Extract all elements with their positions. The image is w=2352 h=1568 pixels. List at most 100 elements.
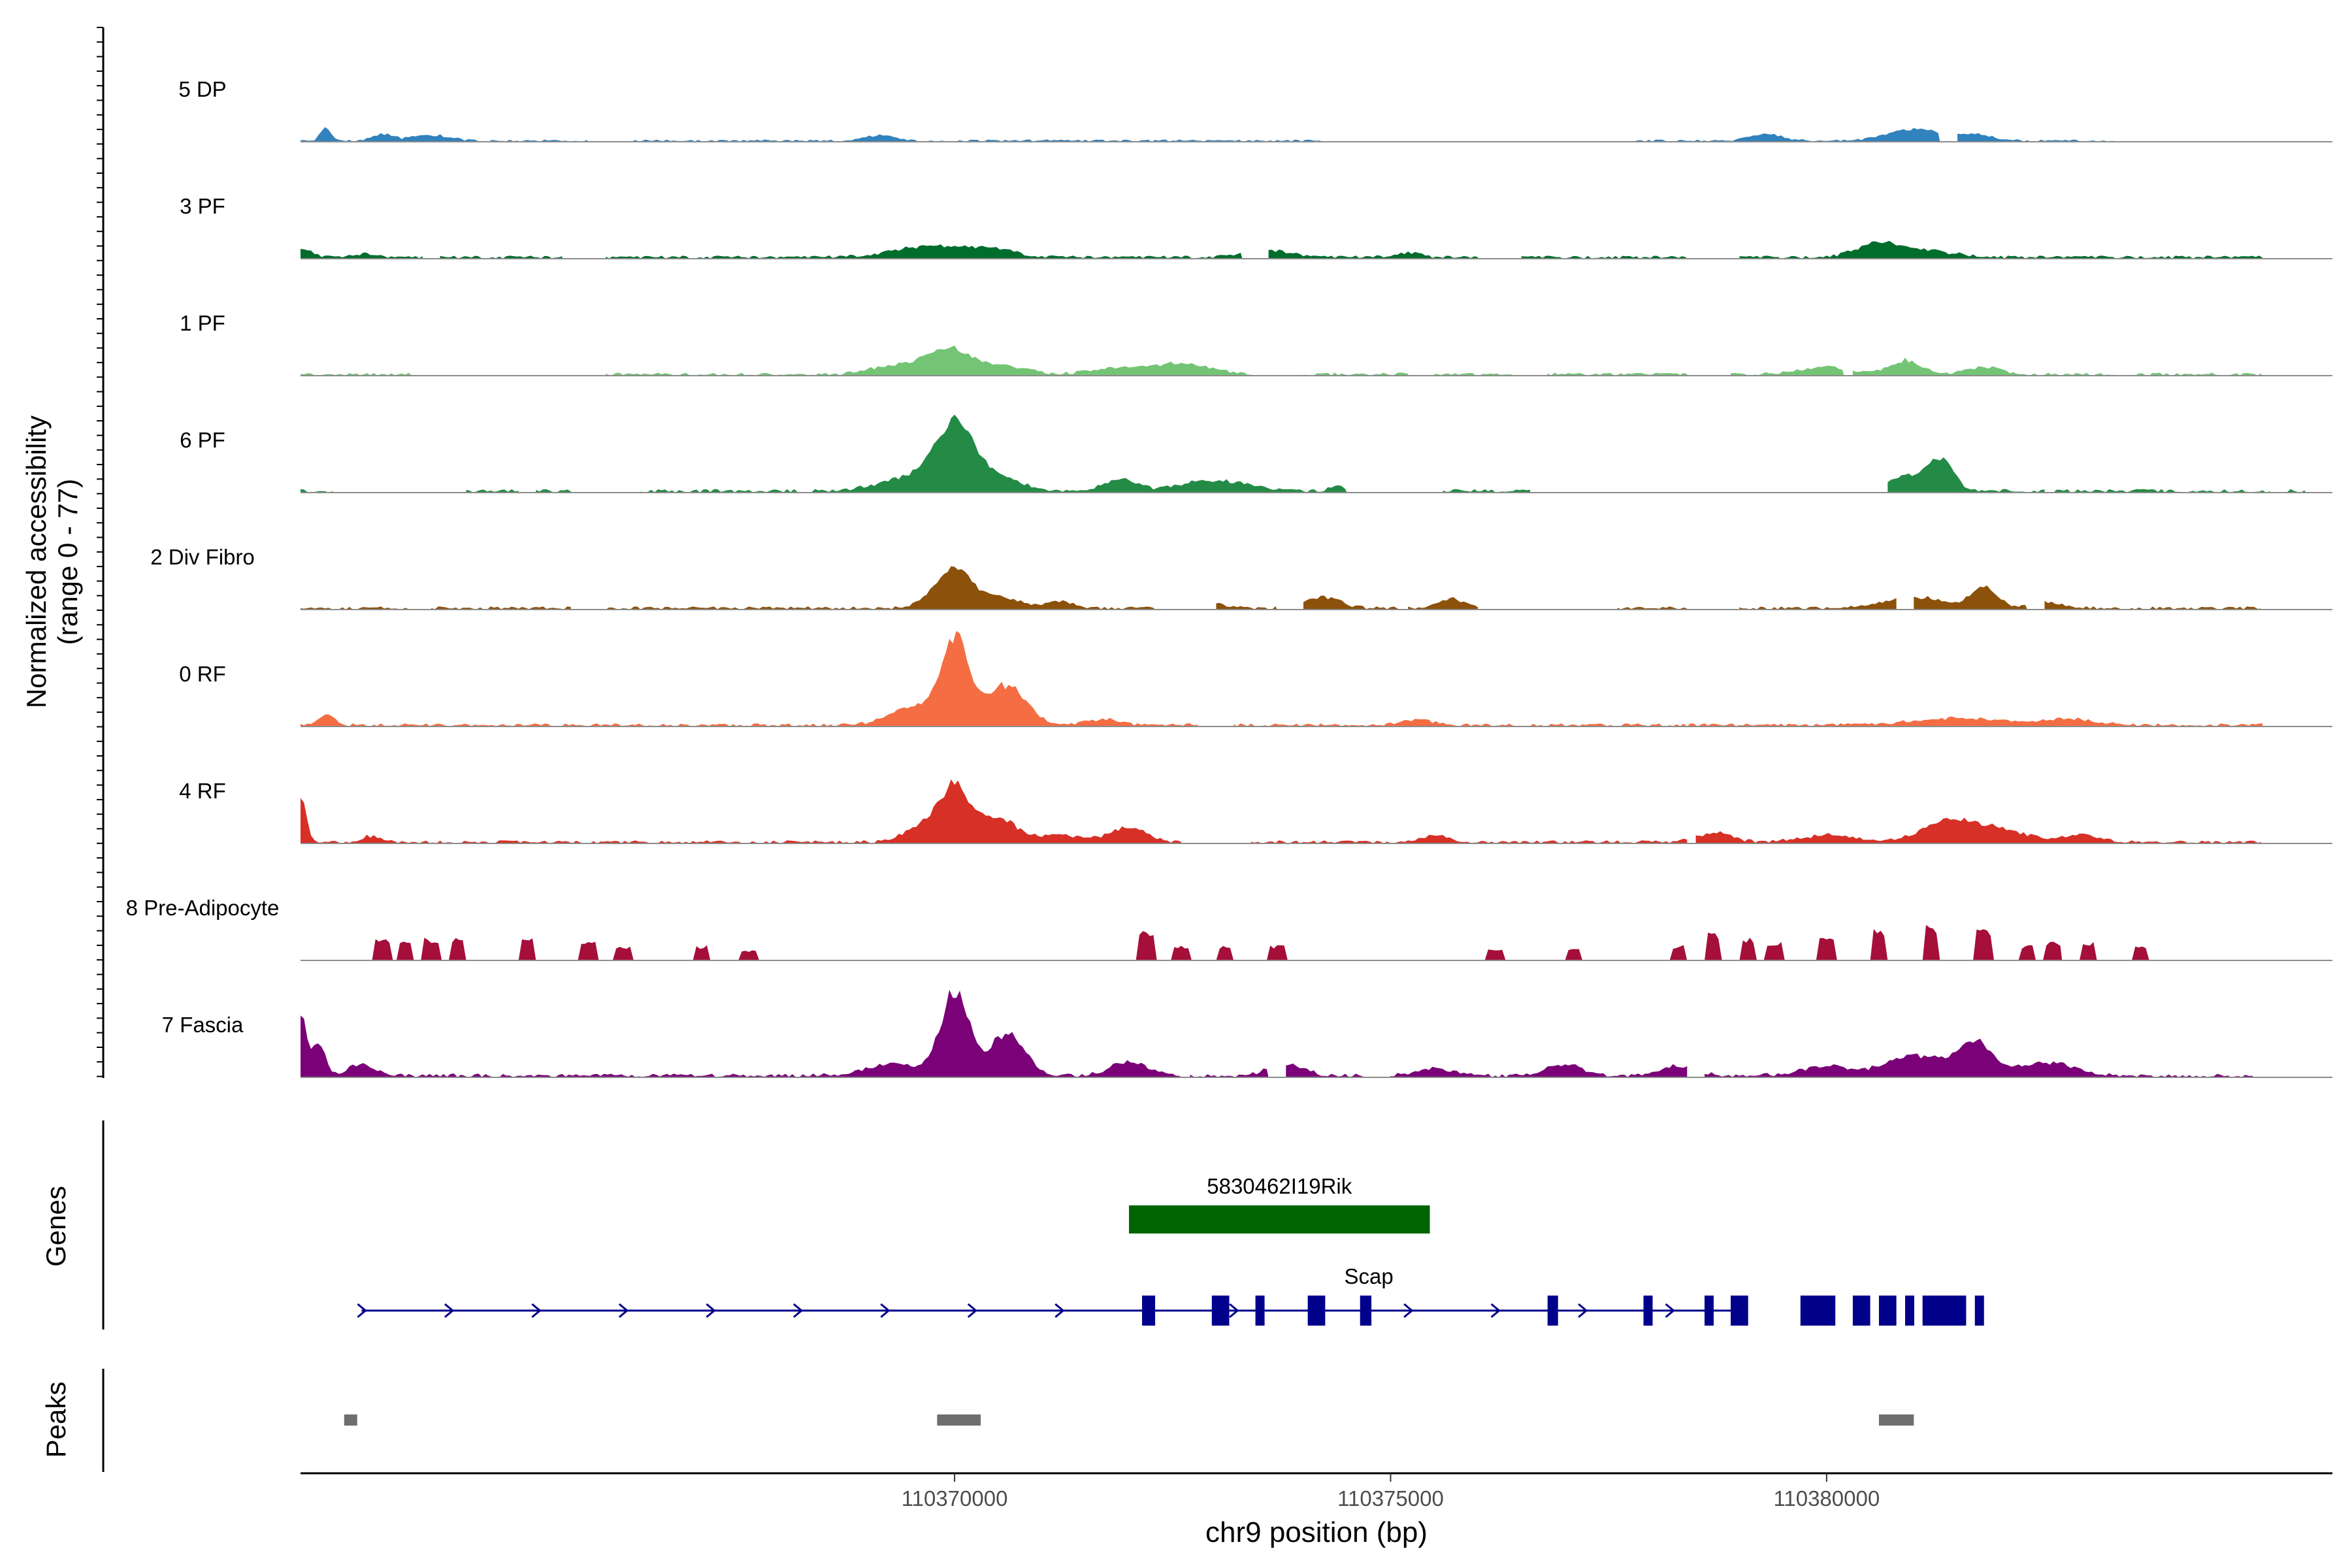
peaks-label: Peaks (41, 1382, 71, 1458)
coverage-area (431, 606, 571, 610)
coverage-area (1887, 457, 2045, 493)
coverage-area (1957, 133, 2115, 142)
coverage-area (301, 990, 1182, 1077)
coverage-area (1286, 1063, 1365, 1077)
coverage-area (2053, 489, 2272, 493)
coverage-area (1303, 372, 1409, 376)
coverage-area (1443, 489, 1530, 493)
track-label: 3 PF (180, 194, 225, 218)
gene-scap-exon (1307, 1296, 1326, 1326)
coverage-area (1739, 598, 1897, 610)
strand-arrow (1578, 1303, 1588, 1318)
coverage-area (301, 127, 589, 142)
y-axis-label: Normalized accessibility (21, 416, 52, 708)
strand-arrow (792, 1303, 804, 1318)
coverage-area (1521, 255, 1688, 259)
coverage-area (1111, 931, 1251, 960)
coverage-area (640, 414, 1347, 493)
gene-scap-exon (1255, 1296, 1265, 1326)
coverage-area (1739, 240, 2263, 259)
axes-layer: 5830462I19Rik Scap 110370000 110375000 11038… (97, 27, 2332, 1511)
coverage-area (1390, 1064, 1688, 1077)
x-tick-label: 110370000 (902, 1486, 1008, 1511)
coverage-area (1669, 932, 1792, 960)
coverage-area (466, 489, 519, 493)
coverage-area (1731, 365, 1844, 376)
gene-scap-exon (1643, 1296, 1653, 1326)
coverage-area (440, 255, 563, 259)
track-0-rf: 0 RF (179, 630, 2332, 727)
coverage-area (1617, 606, 1688, 610)
coverage-area (2044, 600, 2263, 610)
coverage-area (301, 372, 414, 376)
strand-arrow (531, 1303, 542, 1318)
coverage-area (658, 779, 1182, 843)
strand-arrow (618, 1303, 629, 1318)
gene-scap-exon (1974, 1296, 1984, 1326)
strand-arrow (1054, 1303, 1065, 1318)
track-label: 4 RF (179, 779, 226, 803)
coverage-area (1250, 834, 1688, 843)
track-label: 6 PF (180, 428, 225, 452)
coverage-area (1565, 949, 1592, 960)
gene-label-scap: Scap (1344, 1264, 1393, 1288)
coverage-area (344, 938, 484, 960)
coverage-area (1303, 595, 1399, 610)
coverage-area (1190, 1068, 1269, 1077)
x-tick-label: 110380000 (1773, 1486, 1880, 1511)
track-5-dp: 5 DP (178, 77, 2332, 142)
strand-arrow (706, 1303, 716, 1318)
track-label: 0 RF (179, 662, 226, 686)
track-label: 2 Div Fibro (150, 545, 255, 569)
strand-arrow (444, 1303, 455, 1318)
peak-region (937, 1414, 981, 1426)
coverage-area (1809, 938, 1853, 960)
coverage-area (1547, 372, 1688, 376)
coverage-area (1852, 357, 2263, 376)
strand-arrow (967, 1303, 978, 1318)
coverage-area (1705, 1038, 2254, 1077)
coverage-area (1635, 127, 1940, 142)
coverage-area (1870, 924, 1958, 960)
gene-scap-exon (1704, 1296, 1714, 1326)
strand-arrow (1490, 1303, 1501, 1318)
coverage-area (1966, 929, 2063, 960)
strand-arrow (1403, 1303, 1414, 1318)
y-axis-label-range: (range 0 - 77) (52, 479, 83, 645)
coverage-area (2279, 489, 2306, 493)
coverage-area (1914, 585, 2027, 610)
coverage-area (693, 945, 772, 960)
gene-scap-exon (1904, 1296, 1914, 1326)
peak-region (1878, 1414, 1914, 1426)
coverage-area (301, 248, 423, 259)
gene-scap-exon (1211, 1296, 1230, 1326)
strand-arrow (357, 1303, 367, 1318)
coverage-area (2132, 946, 2149, 960)
coverage-area (1695, 817, 2263, 843)
coverage-area (501, 938, 667, 960)
strand-arrow (880, 1303, 890, 1318)
gene-label-5830462i19rik: 5830462I19Rik (1207, 1174, 1352, 1198)
genes-label: Genes (41, 1186, 71, 1267)
coverage-area (1268, 250, 1478, 259)
track-2-div-fibro: 2 Div Fibro (150, 545, 2332, 610)
coverage-area (1260, 945, 1303, 960)
coverage-area (1477, 949, 1513, 960)
track-label: 1 PF (180, 311, 225, 335)
coverage-area (606, 566, 1156, 610)
gene-scap-exon (1142, 1296, 1156, 1326)
coverage-area (606, 244, 1243, 259)
gene-scap-exon (1922, 1296, 1967, 1326)
coverage-area (536, 489, 571, 493)
track-1-pf: 1 PF (180, 311, 2332, 376)
coverage-area (1408, 596, 1478, 610)
coverage-area (606, 345, 1251, 376)
tracks-layer: 5 DP 3 PF 1 PF 6 PF 2 Div Fibro 0 RF 4 RF 8 Pre… (126, 77, 2332, 1078)
coverage-area (301, 798, 649, 843)
gene-scap-exon (1547, 1296, 1558, 1326)
track-4-rf: 4 RF (179, 779, 2332, 844)
strand-arrow (1229, 1303, 1239, 1318)
coverage-area (632, 134, 1334, 142)
coverage-area (1216, 602, 1277, 610)
